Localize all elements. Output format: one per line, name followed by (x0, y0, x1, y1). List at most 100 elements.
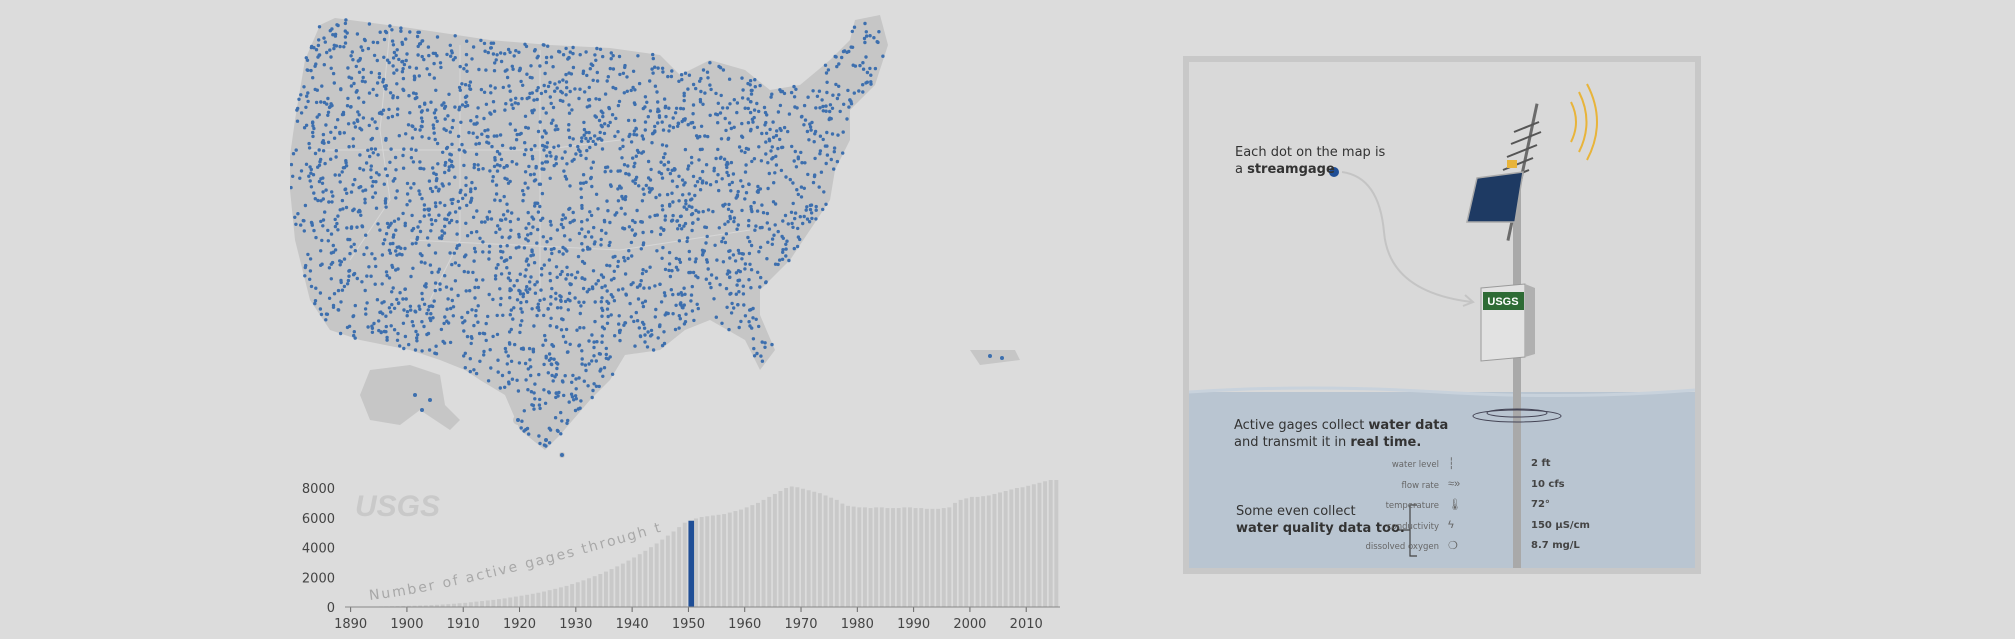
streamgage-dot (452, 251, 456, 255)
streamgage-dot (584, 130, 588, 135)
streamgage-dot (482, 116, 486, 121)
streamgage-dot (418, 160, 422, 164)
streamgage-dot (512, 306, 516, 310)
streamgage-dot (433, 288, 437, 293)
streamgage-dot (415, 34, 420, 39)
streamgage-dot (395, 48, 399, 52)
streamgage-dot (628, 301, 632, 306)
streamgage-dot (362, 100, 366, 105)
streamgage-dot (784, 254, 788, 258)
streamgage-dot (696, 217, 700, 221)
streamgage-dot (317, 163, 322, 167)
streamgage-dot (588, 136, 593, 141)
streamgage-dot (790, 144, 794, 149)
streamgage-dot (640, 134, 644, 138)
streamgage-dot (792, 246, 796, 251)
streamgage-dot (549, 236, 553, 241)
streamgage-dot (493, 61, 497, 65)
streamgage-dot (450, 262, 454, 267)
streamgage-dot (728, 216, 733, 221)
streamgage-dot (468, 369, 472, 374)
streamgage-dot (462, 329, 466, 333)
streamgage-dot (389, 324, 393, 328)
streamgage-dot (391, 94, 395, 98)
streamgage-dot (341, 112, 346, 117)
streamgage-dot (599, 109, 603, 113)
streamgage-dot (568, 342, 572, 346)
streamgage-dot (858, 63, 862, 68)
streamgage-dot (677, 326, 681, 330)
streamgage-dot (826, 68, 831, 72)
streamgage-dot (647, 286, 652, 290)
bar (1003, 490, 1008, 607)
streamgage-dot (394, 228, 398, 232)
streamgage-dot (524, 288, 528, 292)
streamgage-dot (571, 137, 575, 141)
streamgage-dot (805, 217, 810, 221)
bar (581, 580, 586, 607)
streamgage-dot (561, 53, 566, 57)
streamgage-dot (403, 223, 407, 228)
streamgage-dot (526, 239, 530, 243)
streamgage-dot (516, 418, 520, 422)
streamgage-dot (630, 228, 634, 232)
streamgage-dot (542, 362, 546, 367)
streamgage-dot (498, 152, 502, 156)
streamgage-dot (377, 173, 381, 177)
streamgage-dot (311, 76, 315, 80)
streamgage-dot (394, 168, 398, 172)
streamgage-dot (518, 67, 522, 72)
streamgage-dot (758, 245, 763, 249)
streamgage-dot (610, 372, 615, 376)
streamgage-dot (864, 55, 868, 59)
streamgage-dot (364, 312, 368, 316)
streamgage-dot (553, 89, 557, 93)
streamgage-dot (541, 106, 545, 111)
streamgage-dot (605, 321, 610, 325)
streamgage-dot (505, 258, 509, 262)
streamgage-dot (578, 53, 582, 57)
streamgage-dot (732, 219, 736, 224)
streamgage-dot (609, 278, 614, 282)
streamgage-dot (316, 43, 321, 48)
streamgage-dot (591, 269, 596, 273)
streamgage-dot (514, 138, 519, 142)
streamgage-dot (395, 82, 399, 86)
streamgage-dot (741, 88, 745, 92)
streamgage-dot (659, 160, 663, 164)
streamgage-dot (668, 274, 673, 279)
streamgage-dot (781, 219, 785, 223)
streamgage-dot (822, 190, 826, 194)
streamgage-dot (627, 225, 632, 229)
streamgage-dot (633, 232, 638, 236)
streamgage-dot (346, 66, 350, 70)
streamgage-dot (619, 206, 623, 210)
bar (480, 601, 485, 607)
streamgage-dot (299, 169, 304, 173)
x-tick-label: 1900 (390, 617, 423, 632)
streamgage-dot (747, 320, 751, 324)
streamgage-dot (536, 129, 541, 134)
streamgage-dot (359, 128, 364, 132)
streamgage-dot (349, 245, 353, 249)
streamgage-dot (528, 173, 533, 177)
streamgage-dot (643, 120, 648, 124)
streamgage-dot (481, 240, 485, 244)
streamgage-dot (390, 290, 394, 294)
streamgage-dot (599, 300, 603, 304)
streamgage-dot (598, 136, 602, 141)
streamgage-dot (705, 234, 709, 239)
streamgage-dot (621, 287, 625, 291)
streamgage-dot (420, 320, 424, 324)
bar (1020, 487, 1025, 607)
streamgage-dot (501, 313, 505, 317)
streamgage-dot (443, 170, 447, 175)
streamgage-dot (587, 339, 591, 343)
streamgage-dot (506, 181, 511, 185)
streamgage-dot (402, 62, 407, 67)
streamgage-dot (677, 223, 682, 228)
streamgage-dot-icon (1329, 167, 1339, 177)
streamgage-dot (595, 79, 600, 83)
streamgage-dot (746, 121, 751, 125)
streamgage-dot (789, 90, 794, 95)
